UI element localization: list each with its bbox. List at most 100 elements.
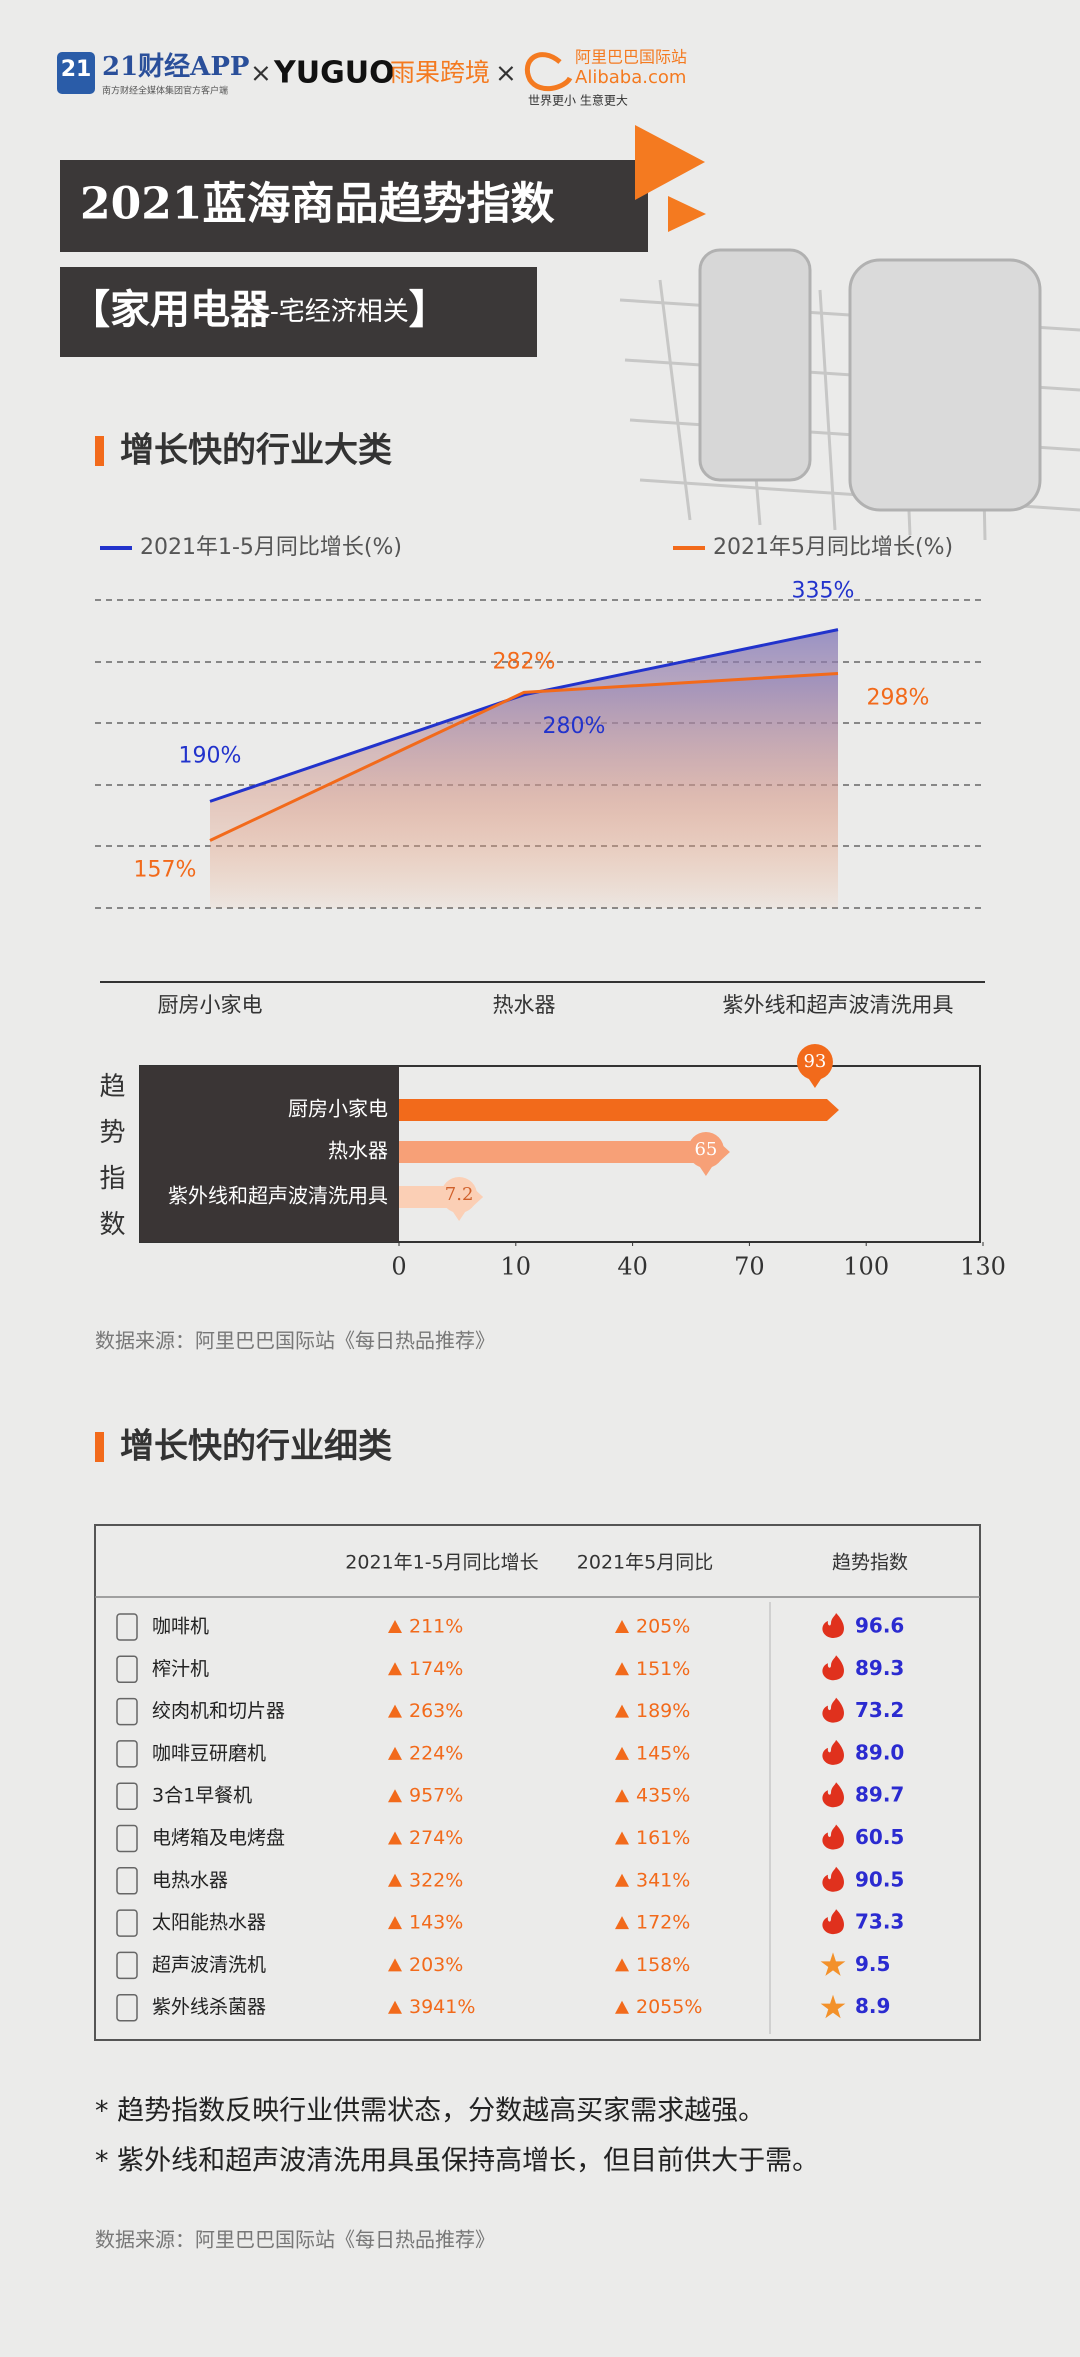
index-cell: 60.5 bbox=[855, 1825, 904, 1849]
subtitle-box bbox=[60, 267, 537, 357]
alibaba-mark bbox=[524, 52, 573, 92]
growth-cell: 274% bbox=[409, 1827, 463, 1849]
bar-category: 紫外线和超声波清洗用具 bbox=[168, 1184, 388, 1208]
row-name: 电烤箱及电烤盘 bbox=[152, 1827, 285, 1849]
decor-triangle bbox=[668, 196, 706, 232]
up-arrow bbox=[388, 1704, 402, 1718]
row-icon bbox=[116, 1993, 138, 2022]
area bbox=[210, 673, 838, 908]
up-arrow bbox=[615, 1620, 629, 1633]
logo-tagline: 南方财经全媒体集团官方客户端 bbox=[102, 85, 228, 97]
value-bubble bbox=[796, 1044, 833, 1080]
section-marker bbox=[95, 1432, 104, 1462]
fire-icon bbox=[822, 1613, 845, 1638]
growth-cell: 174% bbox=[409, 1658, 463, 1680]
section-heading: 增长快的行业大类 bbox=[120, 431, 392, 471]
value-label: 7.2 bbox=[445, 1184, 474, 1205]
x-tick-label: 0 bbox=[391, 1253, 406, 1281]
row-icon bbox=[116, 1740, 138, 1768]
growth-cell: 2055% bbox=[636, 1996, 702, 2018]
legend-label: 2021年1-5月同比增长(%) bbox=[140, 535, 402, 560]
note: * 紫外线和超声波清洗用具虽保持高增长，但目前供大于需。 bbox=[95, 2146, 819, 2177]
subtitle: 【家用电器-宅经济相关】 bbox=[70, 286, 449, 333]
source: 数据来源：阿里巴巴国际站《每日热品推荐》 bbox=[95, 2228, 495, 2252]
x-tick-label: 10 bbox=[501, 1253, 532, 1281]
x-tick-label: 紫外线和超声波清洗用具 bbox=[723, 993, 954, 1017]
row-name: 电热水器 bbox=[152, 1869, 228, 1891]
growth-cell: 211% bbox=[409, 1616, 463, 1638]
x-tick-label: 70 bbox=[734, 1253, 765, 1281]
times-sign: × bbox=[495, 59, 517, 89]
growth-cell: 263% bbox=[409, 1700, 463, 1722]
subtitle-end: 】 bbox=[409, 286, 449, 333]
x-tick-label: 130 bbox=[960, 1253, 1006, 1281]
x-tick-label: 40 bbox=[617, 1253, 648, 1281]
value-label: 93 bbox=[803, 1051, 826, 1072]
growth-cell: 224% bbox=[409, 1742, 463, 1764]
logo-badge bbox=[57, 52, 95, 94]
index-cell: 89.7 bbox=[855, 1783, 904, 1807]
growth-cell: 172% bbox=[636, 1912, 690, 1934]
row-icon bbox=[116, 1951, 138, 1980]
row-icon bbox=[116, 1613, 138, 1641]
row-name: 太阳能热水器 bbox=[152, 1912, 266, 1934]
series-line bbox=[209, 671, 839, 842]
up-arrow bbox=[388, 1620, 402, 1633]
up-arrow bbox=[615, 1831, 629, 1845]
index-cell: 73.3 bbox=[855, 1910, 904, 1934]
fire-icon bbox=[822, 1824, 845, 1850]
row-name: 咖啡豆研磨机 bbox=[152, 1742, 266, 1764]
index-cell: 73.2 bbox=[855, 1698, 904, 1722]
growth-cell: 322% bbox=[409, 1869, 463, 1891]
x-tick-label: 热水器 bbox=[493, 993, 556, 1017]
data-label: 190% bbox=[179, 743, 242, 768]
axis-title: 趋势指数 bbox=[95, 1072, 125, 1256]
data-label: 157% bbox=[134, 857, 197, 882]
source: 数据来源：阿里巴巴国际站《每日热品推荐》 bbox=[95, 1329, 495, 1353]
logo-slogan: 世界更小 生意更大 bbox=[528, 93, 628, 108]
data-label: 335% bbox=[792, 579, 855, 604]
series-line bbox=[209, 628, 839, 803]
title-box bbox=[60, 160, 648, 252]
growth-cell: 189% bbox=[636, 1700, 690, 1722]
fire-icon bbox=[822, 1866, 845, 1892]
up-arrow bbox=[615, 1746, 629, 1760]
up-arrow bbox=[615, 2000, 629, 2014]
growth-cell: 151% bbox=[636, 1658, 690, 1680]
row-name: 榨汁机 bbox=[152, 1658, 209, 1680]
row-icon bbox=[116, 1867, 138, 1895]
growth-cell: 435% bbox=[636, 1785, 690, 1807]
growth-cell: 341% bbox=[636, 1869, 690, 1891]
label-panel bbox=[140, 1066, 399, 1242]
subtitle-main: 【家用电器 bbox=[70, 286, 271, 333]
growth-cell: 205% bbox=[636, 1616, 690, 1638]
index-cell: 9.5 bbox=[855, 1952, 890, 1976]
logo-name: YUGUO bbox=[273, 56, 395, 91]
growth-cell: 957% bbox=[409, 1785, 463, 1807]
bar-category: 热水器 bbox=[328, 1139, 388, 1163]
growth-cell: 145% bbox=[636, 1742, 690, 1764]
index-cell: 96.6 bbox=[855, 1614, 904, 1638]
note: * 趋势指数反映行业供需状态，分数越高买家需求越强。 bbox=[95, 2096, 765, 2127]
column-header: 趋势指数 bbox=[832, 1552, 908, 1574]
star-icon bbox=[820, 1994, 846, 2019]
logo-name-cn: 雨果跨境 bbox=[390, 58, 490, 87]
cart-decoration bbox=[619, 248, 1080, 541]
title: 2021蓝海商品趋势指数 bbox=[80, 179, 554, 230]
logo-badge-text: 21 bbox=[61, 57, 92, 82]
value-bubble bbox=[687, 1132, 724, 1168]
table-frame bbox=[94, 1524, 981, 2041]
index-cell: 89.3 bbox=[855, 1656, 904, 1680]
growth-cell: 161% bbox=[636, 1827, 690, 1849]
bar bbox=[399, 1141, 730, 1163]
up-arrow bbox=[615, 1958, 629, 1972]
column-header: 2021年1-5月同比增长 bbox=[345, 1552, 538, 1574]
data-label: 282% bbox=[493, 649, 556, 674]
data-label: 298% bbox=[867, 685, 930, 710]
up-arrow bbox=[615, 1916, 629, 1930]
up-arrow bbox=[388, 1789, 402, 1803]
x-tick-label: 厨房小家电 bbox=[158, 993, 263, 1017]
legend-label: 2021年5月同比增长(%) bbox=[713, 535, 953, 560]
